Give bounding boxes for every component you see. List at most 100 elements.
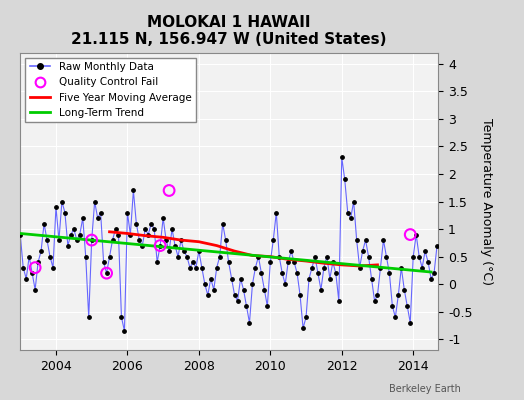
Point — [227, 276, 236, 282]
Point — [332, 270, 340, 276]
Point — [281, 281, 289, 287]
Point — [34, 259, 42, 265]
Point — [25, 254, 34, 260]
Point — [254, 254, 263, 260]
Point — [64, 242, 72, 249]
Point — [180, 248, 188, 254]
Point — [412, 231, 420, 238]
Point — [302, 314, 310, 320]
Point — [114, 231, 123, 238]
Point — [311, 254, 319, 260]
Point — [171, 242, 179, 249]
Point — [409, 254, 418, 260]
Point — [159, 215, 167, 221]
Point — [239, 286, 248, 293]
Point — [195, 248, 203, 254]
Point — [263, 303, 271, 309]
Point — [198, 264, 206, 271]
Point — [236, 276, 245, 282]
Point — [394, 292, 402, 298]
Point — [189, 259, 197, 265]
Point — [183, 254, 191, 260]
Point — [219, 220, 227, 227]
Point — [96, 209, 105, 216]
Point — [224, 259, 233, 265]
Point — [16, 231, 25, 238]
Point — [222, 237, 230, 243]
Point — [278, 270, 287, 276]
Point — [373, 292, 381, 298]
Point — [84, 314, 93, 320]
Point — [337, 154, 346, 161]
Point — [123, 209, 132, 216]
Point — [82, 254, 90, 260]
Point — [370, 298, 379, 304]
Point — [108, 237, 117, 243]
Point — [430, 270, 438, 276]
Point — [144, 231, 152, 238]
Text: Berkeley Earth: Berkeley Earth — [389, 384, 461, 394]
Point — [308, 264, 316, 271]
Point — [287, 248, 296, 254]
Point — [215, 254, 224, 260]
Point — [364, 254, 373, 260]
Point — [185, 264, 194, 271]
Point — [52, 204, 60, 210]
Point — [272, 209, 280, 216]
Legend: Raw Monthly Data, Quality Control Fail, Five Year Moving Average, Long-Term Tren: Raw Monthly Data, Quality Control Fail, … — [26, 58, 195, 122]
Point — [421, 248, 429, 254]
Point — [329, 259, 337, 265]
Point — [350, 198, 358, 205]
Point — [293, 270, 301, 276]
Point — [58, 198, 66, 205]
Point — [100, 259, 108, 265]
Point — [320, 264, 328, 271]
Point — [335, 298, 343, 304]
Point — [138, 242, 147, 249]
Point — [316, 286, 325, 293]
Point — [275, 254, 283, 260]
Point — [102, 270, 111, 276]
Point — [233, 298, 242, 304]
Point — [67, 231, 75, 238]
Point — [362, 237, 370, 243]
Point — [382, 254, 390, 260]
Point — [156, 242, 165, 249]
Point — [153, 259, 161, 265]
Point — [165, 248, 173, 254]
Point — [358, 248, 367, 254]
Point — [346, 215, 355, 221]
Point — [129, 187, 138, 194]
Point — [251, 264, 259, 271]
Point — [299, 325, 307, 332]
Point — [257, 270, 266, 276]
Y-axis label: Temperature Anomaly (°C): Temperature Anomaly (°C) — [481, 118, 493, 285]
Point — [141, 226, 149, 232]
Point — [88, 237, 96, 243]
Point — [49, 264, 57, 271]
Point — [424, 259, 432, 265]
Point — [418, 264, 427, 271]
Point — [102, 270, 111, 276]
Point — [73, 237, 81, 243]
Point — [323, 254, 331, 260]
Point — [344, 209, 352, 216]
Point — [427, 276, 435, 282]
Point — [314, 270, 322, 276]
Point — [19, 264, 27, 271]
Point — [433, 242, 441, 249]
Point — [406, 231, 414, 238]
Point — [201, 281, 209, 287]
Point — [367, 276, 376, 282]
Point — [43, 237, 51, 243]
Point — [245, 320, 254, 326]
Point — [391, 314, 399, 320]
Point — [204, 292, 212, 298]
Point — [231, 292, 239, 298]
Point — [242, 303, 250, 309]
Point — [296, 292, 304, 298]
Point — [341, 176, 349, 183]
Point — [326, 276, 334, 282]
Point — [355, 264, 364, 271]
Point — [132, 220, 140, 227]
